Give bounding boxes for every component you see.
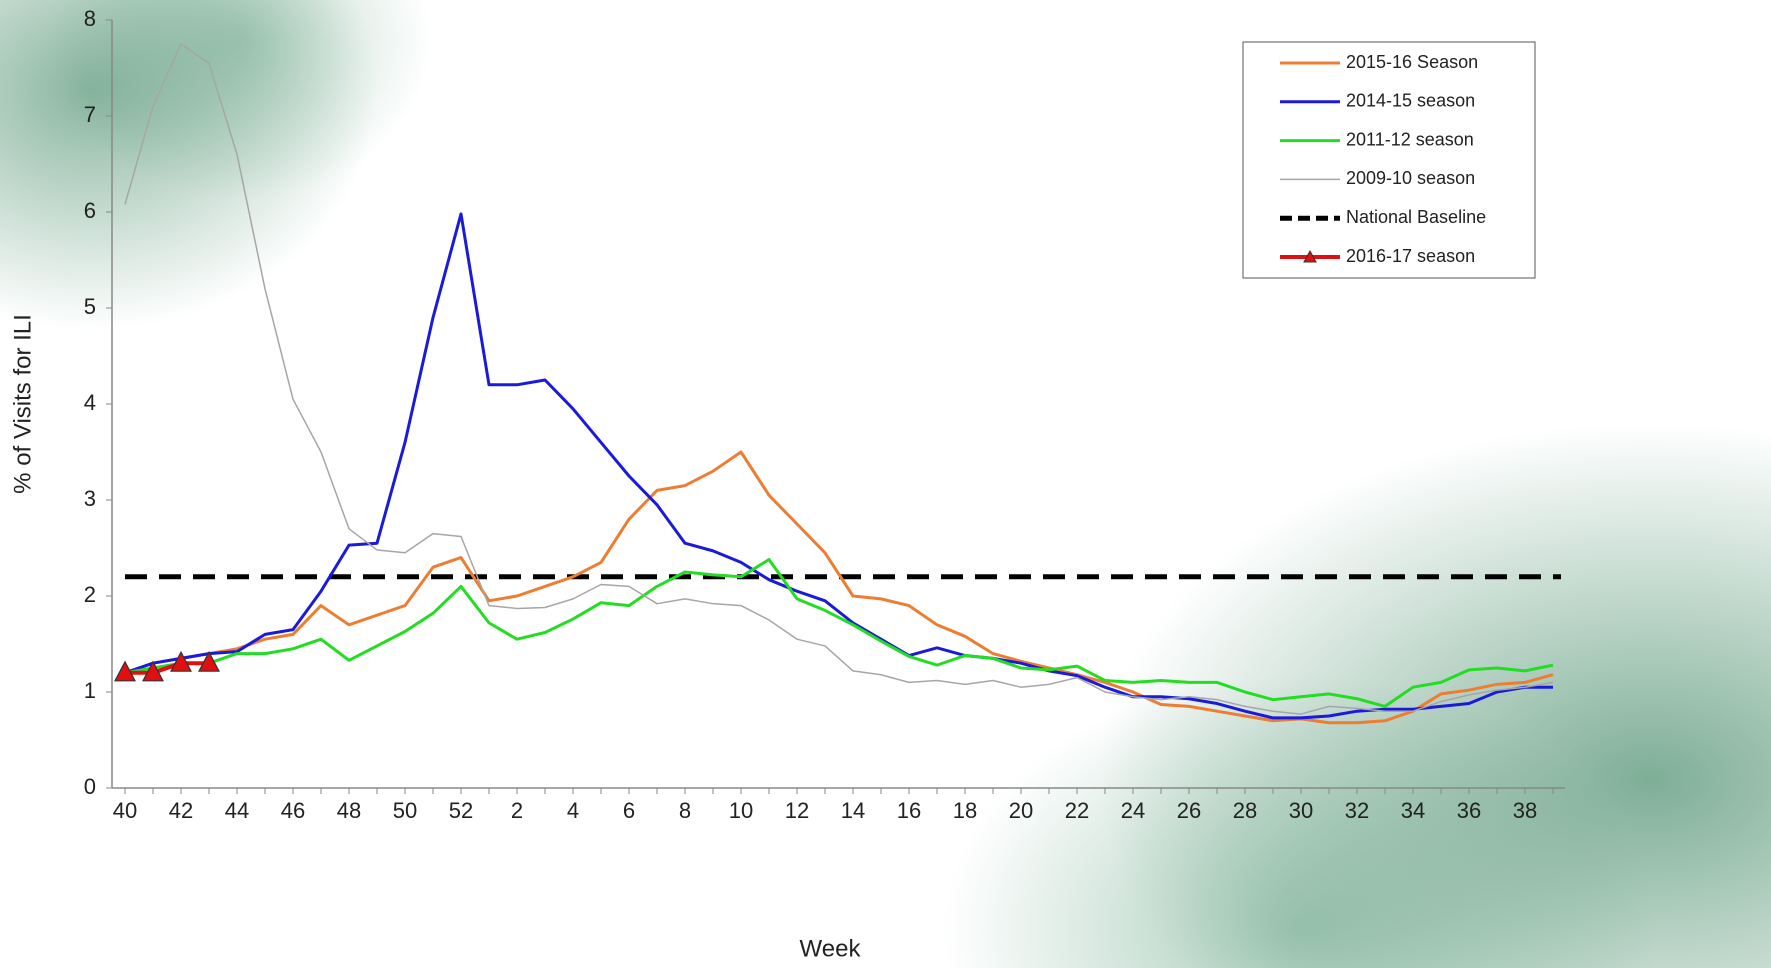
legend-label: National Baseline bbox=[1346, 207, 1486, 227]
x-tick-label: 46 bbox=[281, 798, 305, 823]
x-tick-label: 44 bbox=[225, 798, 249, 823]
x-tick-label: 50 bbox=[393, 798, 417, 823]
legend-label: 2009-10 season bbox=[1346, 168, 1475, 188]
y-tick-label: 4 bbox=[84, 390, 96, 415]
y-tick-label: 3 bbox=[84, 486, 96, 511]
series-line bbox=[125, 661, 209, 675]
y-tick-label: 5 bbox=[84, 294, 96, 319]
point-marker bbox=[198, 650, 220, 672]
series-line bbox=[124, 558, 1554, 708]
legend-label: 2014-15 season bbox=[1346, 91, 1475, 111]
y-tick-label: 2 bbox=[84, 582, 96, 607]
point-marker bbox=[170, 650, 192, 672]
x-tick-label: 6 bbox=[623, 798, 635, 823]
y-tick-label: 0 bbox=[84, 774, 96, 799]
x-tick-label: 4 bbox=[567, 798, 579, 823]
legend-box bbox=[1242, 41, 1536, 279]
x-tick-label: 48 bbox=[337, 798, 361, 823]
series-line bbox=[124, 450, 1554, 725]
y-tick-label: 1 bbox=[84, 678, 96, 703]
series-line bbox=[124, 212, 1553, 720]
x-axis-label: Week bbox=[800, 935, 862, 962]
x-tick-label: 28 bbox=[1233, 798, 1257, 823]
legend-label: 2016-17 season bbox=[1346, 246, 1475, 266]
x-tick-label: 52 bbox=[449, 798, 473, 823]
x-tick-label: 20 bbox=[1009, 798, 1033, 823]
x-tick-label: 34 bbox=[1401, 798, 1425, 823]
x-tick-label: 40 bbox=[113, 798, 137, 823]
x-tick-label: 2 bbox=[511, 798, 523, 823]
y-tick-label: 8 bbox=[84, 6, 96, 31]
point-marker bbox=[142, 660, 164, 682]
x-tick-label: 24 bbox=[1121, 798, 1145, 823]
x-tick-label: 8 bbox=[679, 798, 691, 823]
legend-label: 2011-12 season bbox=[1346, 129, 1474, 149]
x-tick-label: 12 bbox=[785, 798, 809, 823]
x-tick-label: 30 bbox=[1289, 798, 1313, 823]
y-axis-label: % of Visits for ILI bbox=[9, 314, 36, 494]
x-tick-label: 26 bbox=[1177, 798, 1201, 823]
y-tick-label: 7 bbox=[84, 102, 96, 127]
legend-label: 2015-16 Season bbox=[1346, 52, 1478, 72]
point-marker bbox=[114, 660, 136, 682]
x-tick-label: 42 bbox=[169, 798, 193, 823]
x-tick-label: 36 bbox=[1457, 798, 1481, 823]
x-tick-label: 14 bbox=[841, 798, 865, 823]
series-line bbox=[124, 43, 1554, 715]
x-tick-label: 22 bbox=[1065, 798, 1089, 823]
x-tick-label: 16 bbox=[897, 798, 921, 823]
y-tick-label: 6 bbox=[84, 198, 96, 223]
legend-marker bbox=[1303, 249, 1317, 263]
x-tick-label: 32 bbox=[1345, 798, 1369, 823]
x-tick-label: 18 bbox=[953, 798, 977, 823]
x-tick-label: 38 bbox=[1513, 798, 1537, 823]
x-tick-label: 10 bbox=[729, 798, 753, 823]
